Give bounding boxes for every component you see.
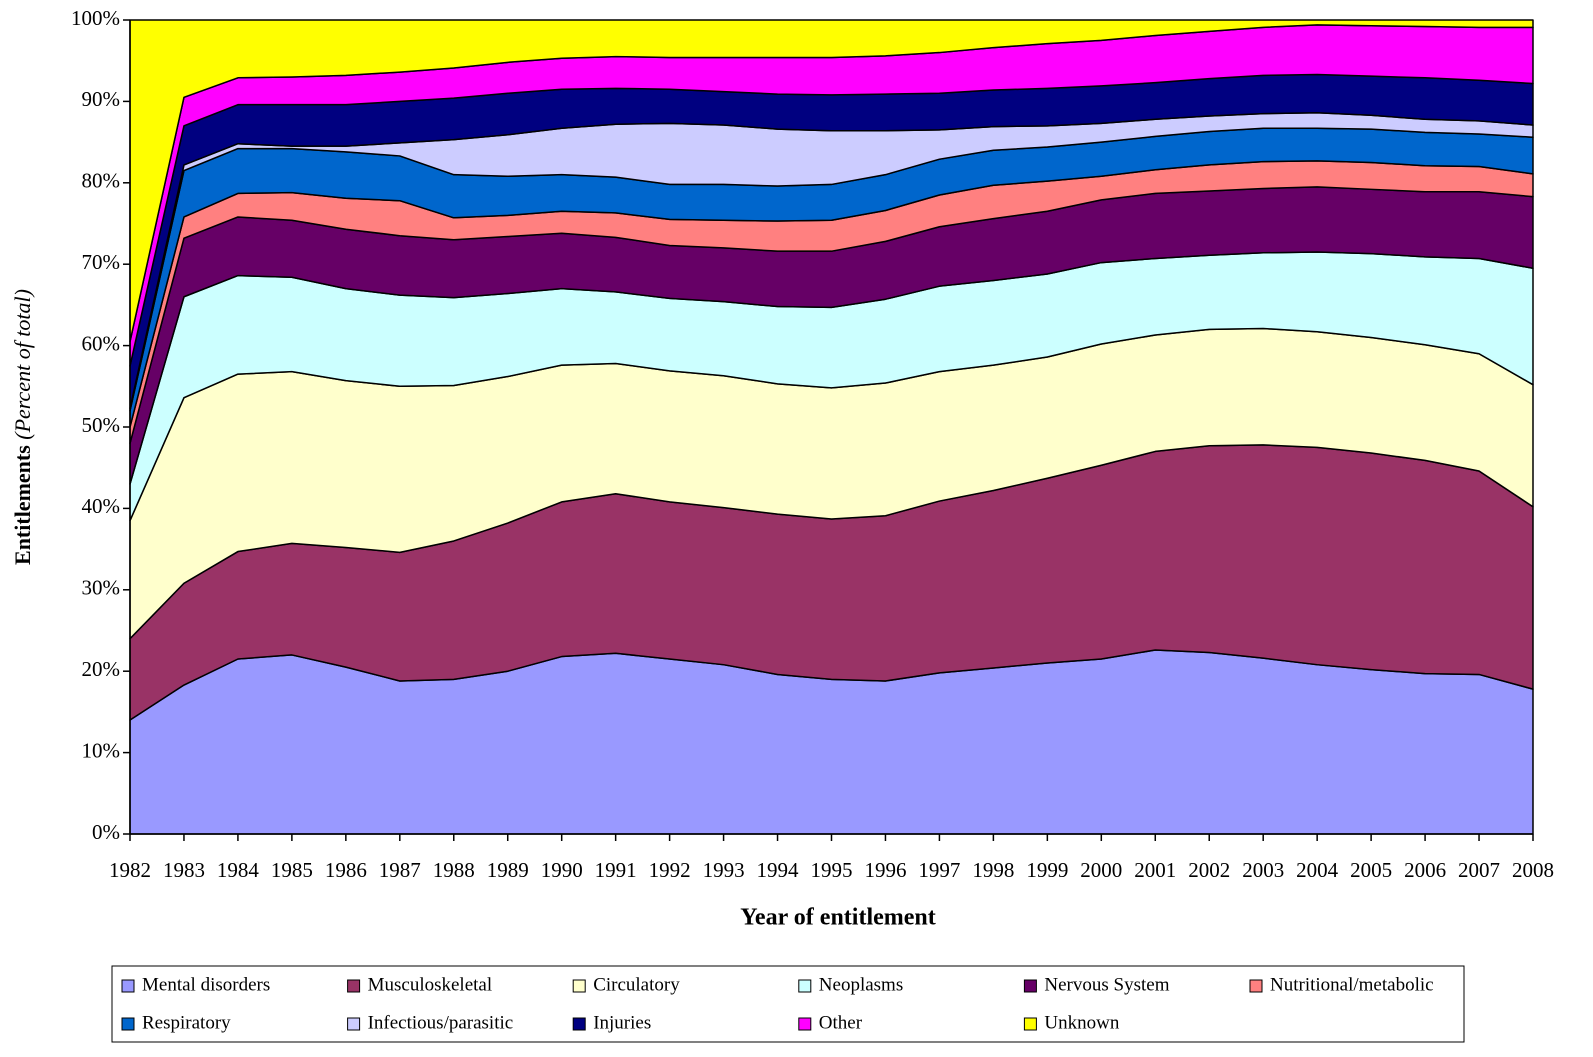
y-tick-label: 70%: [82, 250, 121, 274]
y-tick-label: 20%: [82, 657, 121, 681]
x-tick-label: 1994: [757, 858, 800, 882]
legend-swatch: [121, 979, 135, 993]
y-tick-label: 0%: [92, 820, 120, 844]
x-tick-label: 2006: [1404, 858, 1446, 882]
legend-swatch: [1023, 1017, 1037, 1031]
y-tick-label: 100%: [71, 6, 120, 30]
legend-swatch: [1249, 979, 1263, 993]
legend-label: Respiratory: [142, 1012, 231, 1033]
legend-label: Nervous System: [1044, 974, 1169, 995]
legend-swatch: [572, 979, 586, 993]
legend-swatch: [347, 1017, 361, 1031]
x-tick-label: 1986: [325, 858, 367, 882]
legend-swatch: [347, 979, 361, 993]
legend-label: Injuries: [593, 1012, 651, 1033]
y-tick-label: 60%: [82, 331, 121, 355]
legend-label: Musculoskeletal: [368, 974, 493, 995]
y-tick-label: 90%: [82, 87, 121, 111]
x-tick-label: 2008: [1512, 858, 1554, 882]
legend-label: Nutritional/metabolic: [1270, 974, 1434, 995]
x-axis-title: Year of entitlement: [740, 905, 936, 931]
legend-box: [111, 965, 1465, 1043]
y-tick-label: 10%: [82, 738, 121, 762]
y-tick-label: 40%: [82, 494, 121, 518]
x-tick-label: 2004: [1296, 858, 1339, 882]
y-axis-title-note: (Percent of total): [10, 289, 35, 440]
x-tick-label: 1991: [595, 858, 637, 882]
x-tick-label: 1985: [271, 858, 313, 882]
x-tick-label: 1987: [379, 858, 421, 882]
x-tick-label: 1996: [864, 858, 906, 882]
x-tick-label: 1995: [811, 858, 853, 882]
legend-label: Circulatory: [593, 974, 680, 995]
x-tick-label: 2002: [1188, 858, 1230, 882]
y-tick-label: 30%: [82, 576, 121, 600]
y-axis-title: Entitlements (Percent of total): [10, 289, 35, 565]
x-tick-label: 1990: [541, 858, 583, 882]
x-tick-label: 1992: [649, 858, 691, 882]
legend-swatch: [572, 1017, 586, 1031]
x-tick-label: 1989: [487, 858, 529, 882]
y-axis-title-main: Entitlements: [10, 445, 35, 565]
x-tick-label: 1999: [1026, 858, 1068, 882]
legend-swatch: [798, 979, 812, 993]
legend-swatch: [798, 1017, 812, 1031]
y-tick-label: 50%: [82, 413, 121, 437]
x-tick-label: 2001: [1134, 858, 1176, 882]
legend-swatch: [1023, 979, 1037, 993]
x-tick-label: 1998: [972, 858, 1014, 882]
x-tick-label: 1982: [109, 858, 151, 882]
legend-label: Other: [819, 1012, 863, 1033]
x-tick-label: 2007: [1458, 858, 1500, 882]
y-tick-label: 80%: [82, 169, 121, 193]
x-tick-label: 1993: [703, 858, 745, 882]
x-tick-label: 1983: [163, 858, 205, 882]
x-tick-label: 2003: [1242, 858, 1284, 882]
legend-label: Mental disorders: [142, 974, 270, 995]
x-tick-label: 1988: [433, 858, 475, 882]
legend-swatch: [121, 1017, 135, 1031]
x-tick-label: 1997: [918, 858, 960, 882]
area: [129, 19, 1534, 343]
x-tick-label: 1984: [217, 858, 260, 882]
x-tick-label: 2005: [1350, 858, 1392, 882]
legend-label: Unknown: [1044, 1012, 1119, 1033]
legend-label: Neoplasms: [819, 974, 903, 995]
legend-label: Infectious/parasitic: [368, 1012, 514, 1033]
x-tick-label: 2000: [1080, 858, 1122, 882]
